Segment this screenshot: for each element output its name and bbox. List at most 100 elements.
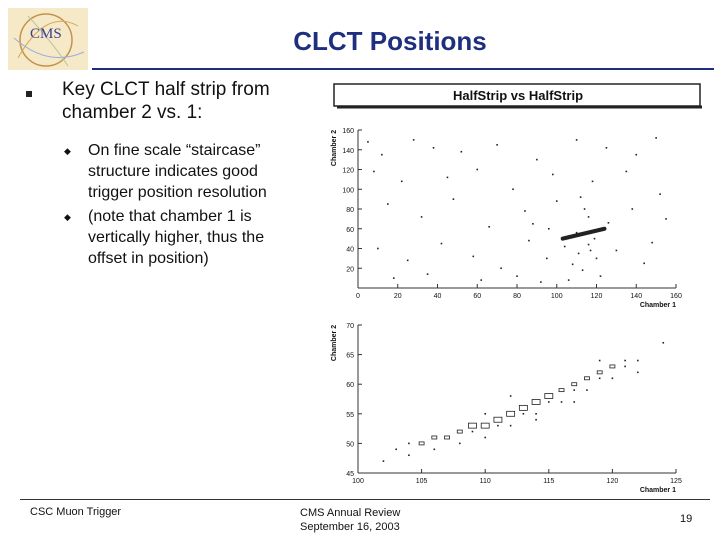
scatter-point	[589, 249, 592, 252]
heatmap-cell	[609, 364, 616, 369]
y-tick-label: 50	[346, 441, 354, 448]
scatter-point	[392, 277, 395, 279]
y-tick-label: 65	[346, 353, 354, 360]
scatter-point	[567, 279, 570, 281]
scatter-point	[377, 247, 379, 250]
x-tick-label: 0	[356, 293, 360, 300]
y-tick-label: 55	[346, 412, 354, 419]
box-heatmap-chart: 100 105 110 115 120 125 45 50 55 60 65 70 Chamber 1 C…	[331, 323, 682, 494]
scatter-point	[373, 170, 375, 173]
heatmap-cell	[433, 448, 436, 451]
heatmap-cell	[506, 410, 516, 417]
scatter-point	[605, 146, 608, 149]
heatmap-cell	[596, 370, 603, 375]
x-tick-label: 40	[434, 293, 442, 300]
y-tick-label: 45	[346, 471, 354, 478]
heatmap-cell	[484, 436, 486, 439]
scatter-point	[571, 263, 574, 266]
scatter-point	[631, 208, 634, 210]
scatter-point	[643, 262, 645, 265]
heatmap-cell	[624, 365, 626, 368]
plot-title-box: HalfStrip vs HalfStrip	[333, 83, 702, 109]
sub-bullet-line: offset in position)	[88, 250, 209, 267]
x-tick-label: 60	[473, 293, 481, 300]
sub-bullet-line: trigger position resolution	[88, 184, 267, 201]
dense-band-mark	[560, 226, 607, 241]
main-bullet-text: Key CLCT half strip from chamber 2 vs. 1…	[62, 78, 270, 124]
x-tick-label: 140	[630, 293, 642, 300]
scatter-point	[400, 180, 403, 183]
scatter-point	[583, 208, 586, 210]
scatter-point	[579, 196, 582, 198]
scatter-point	[412, 139, 415, 141]
heatmap-cell	[431, 435, 438, 440]
y-tick-label: 80	[346, 207, 354, 214]
scatter-point	[406, 259, 409, 262]
y-tick-label: 60	[346, 382, 354, 389]
heatmap-cell	[637, 371, 639, 374]
scatter-point	[591, 180, 594, 183]
y-tick-label: 40	[346, 247, 354, 254]
heatmap-cell	[558, 388, 565, 393]
scatter-point	[540, 281, 542, 283]
scatter-point	[532, 223, 534, 225]
scatter-point	[587, 216, 590, 218]
histogram-plots: HalfStrip vs HalfStrip 0 20 40 60 80 100 120 14…	[331, 83, 702, 494]
y-tick-label: 20	[346, 266, 354, 273]
scatter-point	[480, 279, 483, 281]
slide-title: CLCT Positions	[293, 26, 487, 56]
page-number: 19	[680, 513, 693, 525]
scatter-point	[440, 242, 443, 245]
heatmap-cell	[493, 416, 503, 423]
heatmap-cell	[522, 413, 525, 415]
scatter-point	[575, 231, 578, 234]
sub-bullet-2-text: (note that chamber 1 is vertically highe…	[88, 206, 264, 269]
heatmap-cell	[468, 422, 477, 429]
sub-bullet-line: vertically higher, thus the	[88, 229, 265, 246]
y-axis-label: Chamber 2	[331, 325, 338, 361]
scatter-point	[512, 188, 514, 191]
heatmap-cell	[611, 377, 614, 380]
y-tick-label: 70	[346, 323, 354, 330]
scatter-point	[581, 269, 584, 272]
logo-track-1	[17, 20, 79, 59]
heatmap-cell	[548, 401, 550, 403]
scatter-point	[635, 153, 638, 156]
scatter-point	[432, 146, 435, 149]
scatter-point	[607, 222, 610, 224]
x-tick-label: 80	[513, 293, 521, 300]
y-tick-label: 120	[342, 168, 354, 175]
logo-ring	[19, 13, 73, 67]
scatter-chart: 0 20 40 60 80 100 120 140 160 20 40 60 80 100 120 140 16…	[331, 128, 682, 309]
scatter-point	[593, 237, 596, 240]
scatter-point	[472, 255, 475, 258]
x-tick-label: 100	[352, 478, 364, 485]
diamond-bullet-icon: ◆	[64, 146, 71, 156]
heatmap-cell	[571, 382, 578, 387]
heatmap-cell	[509, 395, 512, 397]
footer-center: CMS Annual Review September 16, 2003	[300, 506, 400, 534]
y-tick-label: 100	[342, 187, 354, 194]
heatmap-cell	[518, 404, 528, 411]
heatmap-cell	[535, 413, 537, 415]
scatter-point	[655, 137, 657, 139]
logo-track-3	[27, 15, 69, 67]
scatter-point	[426, 273, 429, 275]
y-tick-label: 140	[342, 148, 354, 155]
heatmap-cell	[471, 430, 474, 433]
scatter-point	[665, 218, 667, 220]
scatter-point	[420, 216, 423, 218]
x-tick-label: 160	[670, 293, 682, 300]
heatmap-cell	[408, 454, 410, 457]
title-rule	[92, 68, 714, 70]
heatmap-cell	[637, 359, 639, 362]
scatter-point	[500, 267, 502, 270]
scatter-point	[460, 150, 463, 153]
heatmap-cell	[624, 359, 626, 362]
scatter-point	[651, 241, 653, 244]
sub-bullet-line: (note that chamber 1 is	[88, 208, 252, 225]
heatmap-cell	[531, 399, 541, 405]
heatmap-cell	[480, 422, 490, 429]
heatmap-cell	[484, 413, 486, 415]
